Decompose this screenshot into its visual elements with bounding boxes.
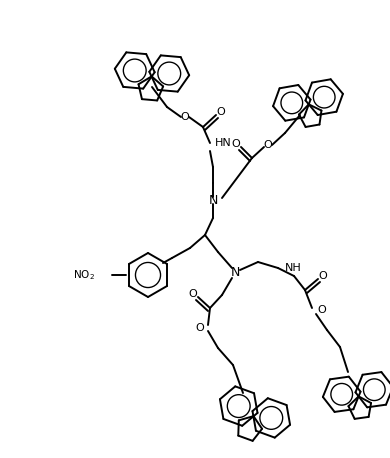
Text: O: O bbox=[264, 140, 272, 150]
Text: O: O bbox=[189, 289, 197, 299]
Text: NH: NH bbox=[285, 263, 302, 273]
Text: N: N bbox=[208, 193, 218, 207]
Text: NO$_2$: NO$_2$ bbox=[73, 268, 95, 282]
Text: O: O bbox=[181, 112, 190, 122]
Text: HN: HN bbox=[215, 138, 232, 148]
Text: O: O bbox=[317, 305, 326, 315]
Text: O: O bbox=[232, 139, 240, 149]
Text: O: O bbox=[319, 271, 327, 281]
Text: O: O bbox=[195, 323, 204, 333]
Text: N: N bbox=[230, 266, 240, 278]
Text: O: O bbox=[216, 107, 225, 117]
